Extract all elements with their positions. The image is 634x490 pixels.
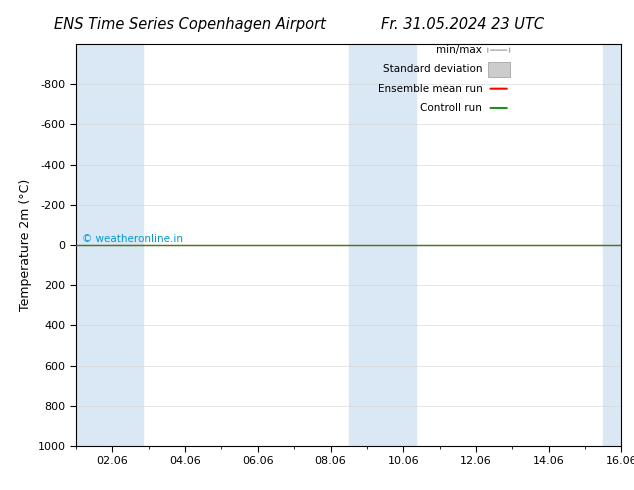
Bar (603, 44, 621, 446)
Text: min/max: min/max (436, 45, 482, 55)
Text: Fr. 31.05.2024 23 UTC: Fr. 31.05.2024 23 UTC (381, 17, 545, 32)
Text: Controll run: Controll run (420, 103, 482, 113)
Y-axis label: Temperature 2m (°C): Temperature 2m (°C) (19, 179, 32, 311)
Bar (349, 44, 416, 446)
FancyBboxPatch shape (488, 62, 510, 76)
Text: ENS Time Series Copenhagen Airport: ENS Time Series Copenhagen Airport (55, 17, 326, 32)
Text: Ensemble mean run: Ensemble mean run (377, 84, 482, 94)
Text: Standard deviation: Standard deviation (383, 64, 482, 74)
Text: © weatheronline.in: © weatheronline.in (82, 234, 183, 244)
Bar (76, 44, 143, 446)
